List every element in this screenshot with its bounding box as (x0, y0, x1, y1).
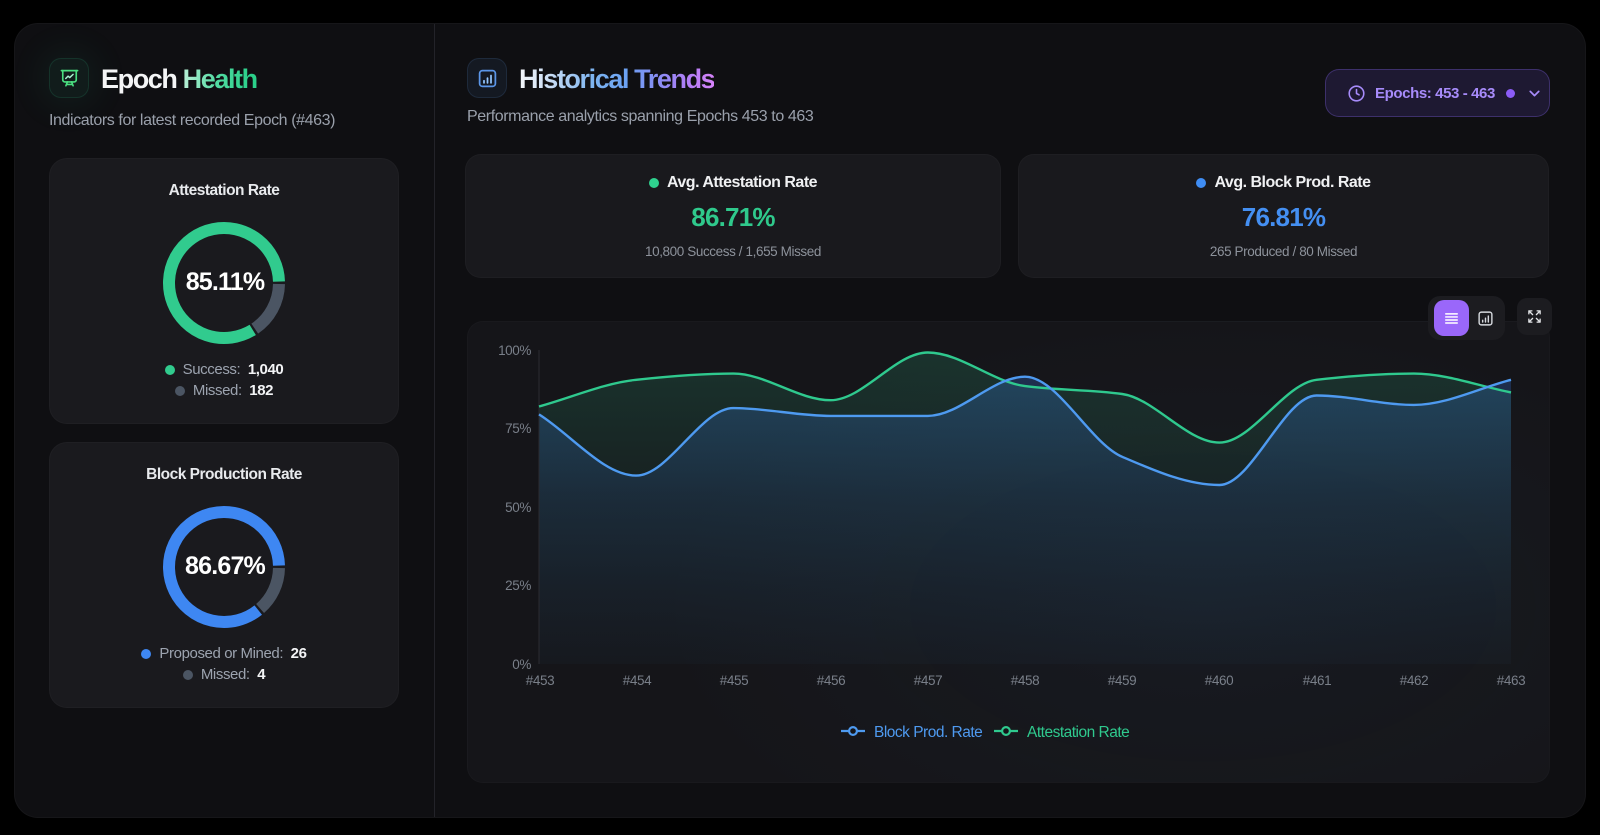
svg-text:75%: 75% (505, 421, 531, 436)
svg-text:50%: 50% (505, 500, 531, 515)
svg-text:#463: #463 (1497, 673, 1525, 688)
svg-text:Attestation Rate: Attestation Rate (1027, 724, 1129, 741)
svg-text:Block Prod. Rate: Block Prod. Rate (874, 724, 982, 741)
svg-text:100%: 100% (498, 343, 531, 358)
svg-text:#457: #457 (914, 673, 942, 688)
svg-text:#462: #462 (1400, 673, 1428, 688)
svg-text:0%: 0% (512, 657, 531, 672)
svg-text:25%: 25% (505, 578, 531, 593)
svg-text:#455: #455 (720, 673, 748, 688)
svg-text:#461: #461 (1303, 673, 1331, 688)
svg-text:#454: #454 (623, 673, 652, 688)
svg-text:#459: #459 (1108, 673, 1136, 688)
svg-text:#458: #458 (1011, 673, 1039, 688)
svg-text:#456: #456 (817, 673, 845, 688)
svg-text:#453: #453 (526, 673, 554, 688)
svg-text:#460: #460 (1205, 673, 1233, 688)
